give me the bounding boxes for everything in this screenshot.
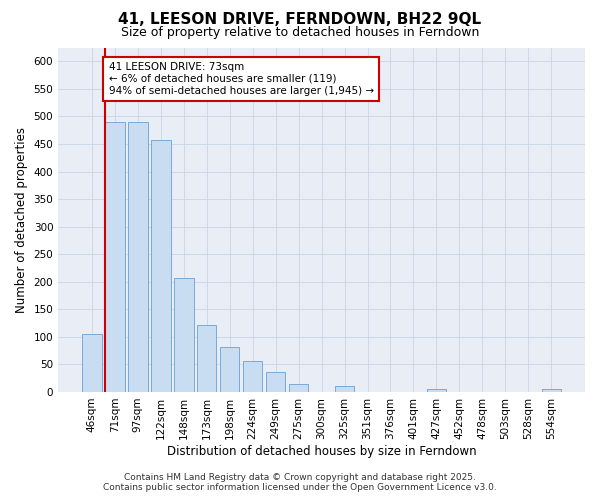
Text: Size of property relative to detached houses in Ferndown: Size of property relative to detached ho…	[121, 26, 479, 39]
Bar	[427, 389, 446, 392]
Y-axis label: Number of detached properties: Number of detached properties	[15, 126, 28, 312]
Bar	[542, 388, 561, 392]
Bar	[128, 122, 148, 392]
Text: 41 LEESON DRIVE: 73sqm
← 6% of detached houses are smaller (119)
94% of semi-det: 41 LEESON DRIVE: 73sqm ← 6% of detached …	[109, 62, 374, 96]
Bar	[289, 384, 308, 392]
Bar	[335, 386, 355, 392]
Bar	[105, 122, 125, 392]
Bar	[266, 372, 286, 392]
Text: Contains HM Land Registry data © Crown copyright and database right 2025.
Contai: Contains HM Land Registry data © Crown c…	[103, 473, 497, 492]
Bar	[197, 324, 217, 392]
Bar	[220, 347, 239, 392]
X-axis label: Distribution of detached houses by size in Ferndown: Distribution of detached houses by size …	[167, 444, 476, 458]
Bar	[151, 140, 170, 392]
Bar	[82, 334, 101, 392]
Bar	[243, 360, 262, 392]
Text: 41, LEESON DRIVE, FERNDOWN, BH22 9QL: 41, LEESON DRIVE, FERNDOWN, BH22 9QL	[118, 12, 482, 28]
Bar	[174, 278, 194, 392]
